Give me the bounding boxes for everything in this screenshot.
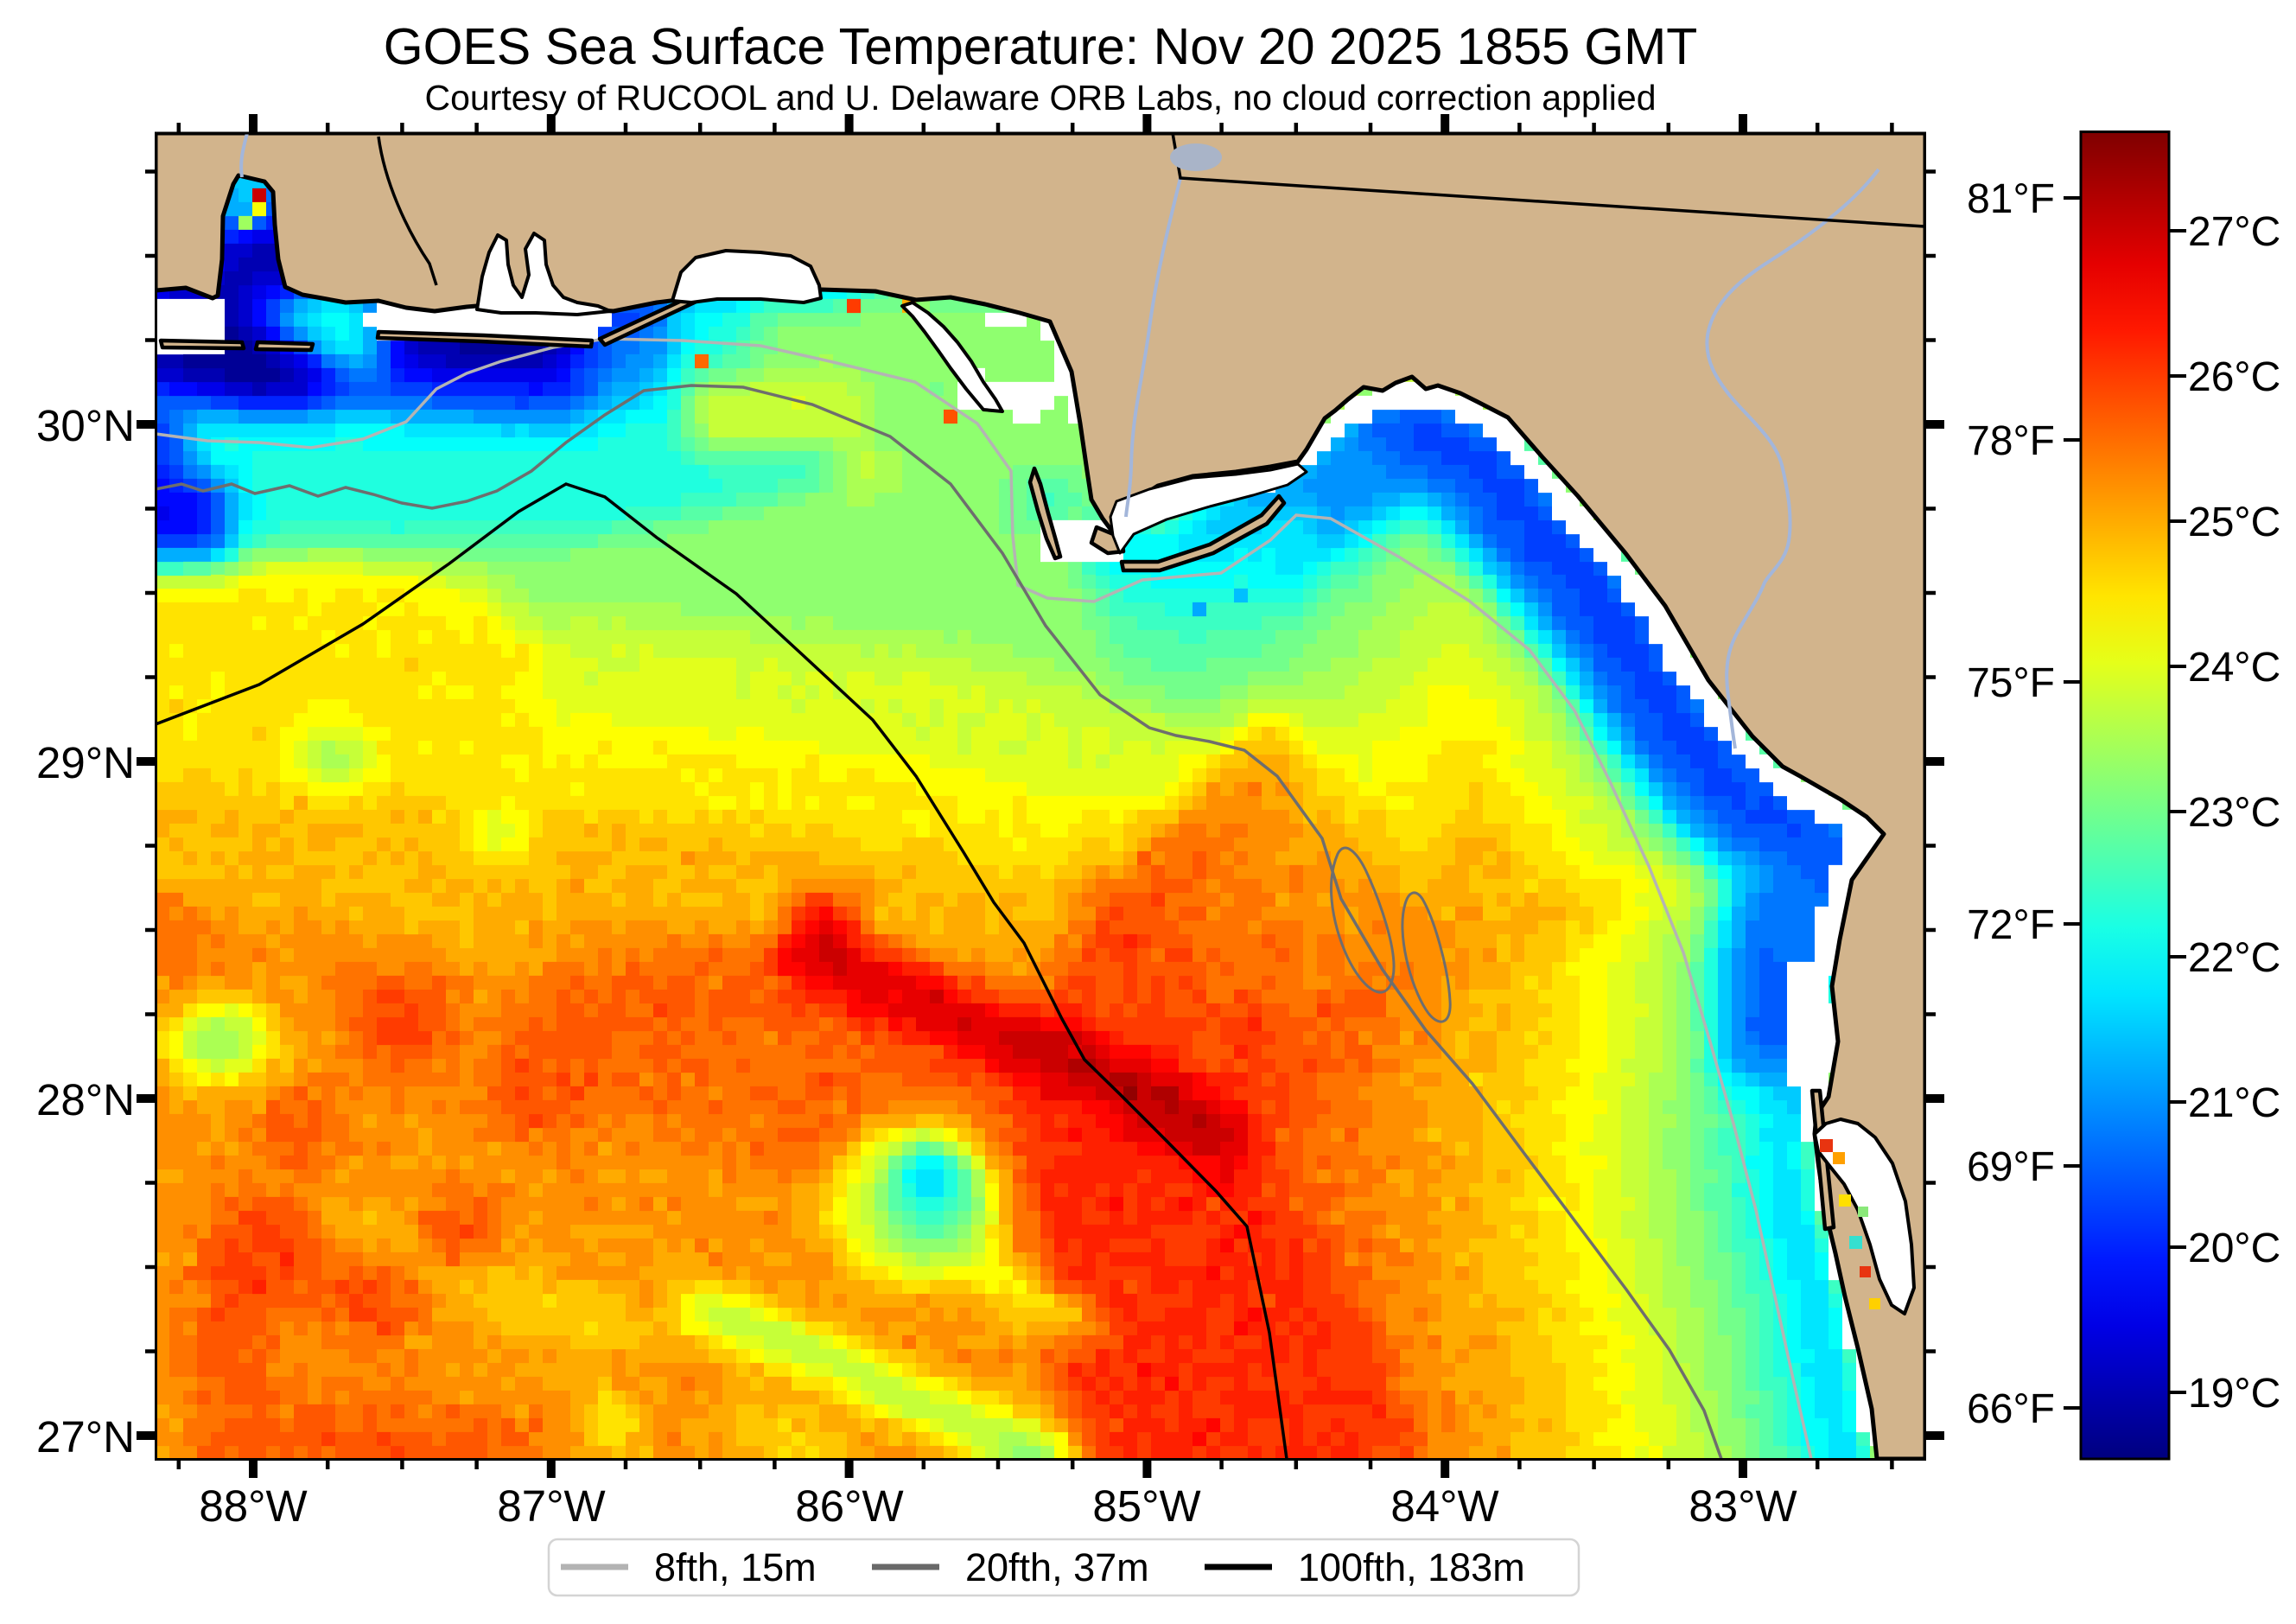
svg-text:84°W: 84°W: [1390, 1481, 1498, 1531]
svg-text:69°F: 69°F: [1967, 1144, 2055, 1190]
svg-text:88°W: 88°W: [199, 1481, 307, 1531]
svg-text:78°F: 78°F: [1967, 418, 2055, 464]
svg-text:87°W: 87°W: [497, 1481, 605, 1531]
svg-text:27°N: 27°N: [36, 1412, 135, 1462]
svg-text:23°C: 23°C: [2188, 790, 2280, 836]
svg-text:30°N: 30°N: [36, 401, 135, 450]
svg-text:25°C: 25°C: [2188, 500, 2280, 545]
svg-text:20fth, 37m: 20fth, 37m: [965, 1545, 1149, 1589]
svg-text:85°W: 85°W: [1092, 1481, 1200, 1531]
svg-text:8fth, 15m: 8fth, 15m: [654, 1545, 817, 1589]
svg-text:24°C: 24°C: [2188, 645, 2280, 691]
svg-text:29°N: 29°N: [36, 738, 135, 787]
svg-text:Courtesy of RUCOOL and U. Dela: Courtesy of RUCOOL and U. Delaware ORB L…: [424, 78, 1656, 118]
svg-text:26°C: 26°C: [2188, 354, 2280, 400]
svg-text:21°C: 21°C: [2188, 1080, 2280, 1126]
svg-text:75°F: 75°F: [1967, 660, 2055, 706]
svg-text:22°C: 22°C: [2188, 935, 2280, 981]
svg-text:83°W: 83°W: [1689, 1481, 1797, 1531]
svg-text:86°W: 86°W: [795, 1481, 903, 1531]
svg-text:81°F: 81°F: [1967, 176, 2055, 222]
svg-text:72°F: 72°F: [1967, 902, 2055, 948]
svg-text:28°N: 28°N: [36, 1075, 135, 1124]
svg-text:27°C: 27°C: [2188, 209, 2280, 255]
svg-text:100fth, 183m: 100fth, 183m: [1298, 1545, 1525, 1589]
svg-text:66°F: 66°F: [1967, 1386, 2055, 1432]
svg-text:GOES Sea Surface Temperature:: GOES Sea Surface Temperature: Nov 20 202…: [384, 18, 1698, 75]
svg-text:19°C: 19°C: [2188, 1371, 2280, 1417]
svg-text:20°C: 20°C: [2188, 1226, 2280, 1271]
